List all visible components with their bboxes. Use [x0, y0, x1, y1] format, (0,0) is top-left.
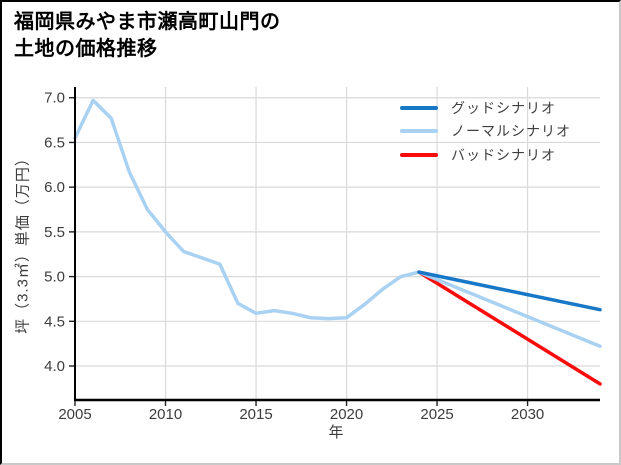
normal-scenario-line	[417, 270, 602, 349]
bad-scenario-line	[417, 270, 602, 386]
x-tick-label: 2025	[420, 406, 453, 423]
chart-title-line-2: 土地の価格推移	[14, 38, 158, 60]
x-axis-label: 年	[328, 424, 344, 441]
normal-scenario-legend-swatch	[400, 129, 438, 134]
x-tick-label: 2020	[330, 406, 363, 423]
x-tick-label: 2015	[239, 406, 272, 423]
bad-scenario-legend-swatch	[400, 152, 438, 157]
chart-title: 福岡県みやま市瀬高町山門の 土地の価格推移	[14, 9, 281, 63]
x-tick-label: 2005	[58, 406, 91, 423]
good-scenario-line	[417, 270, 602, 312]
y-tick-label: 4.0	[44, 358, 65, 375]
good-scenario-legend-swatch	[400, 105, 438, 110]
y-tick-label: 6.5	[44, 134, 65, 151]
normal-scenario-legend-label: ノーマルシナリオ	[451, 123, 571, 140]
price-history-line	[73, 98, 421, 321]
legend-item-good-scenario: グッドシナリオ	[400, 96, 571, 120]
bad-scenario-legend-label: バッドシナリオ	[451, 146, 556, 163]
chart-title-line-1: 福岡県みやま市瀬高町山門の	[14, 11, 281, 33]
y-tick-label: 4.5	[44, 313, 65, 330]
y-tick-label: 5.0	[44, 269, 65, 286]
legend-item-bad-scenario: バッドシナリオ	[400, 143, 571, 167]
legend-item-normal-scenario: ノーマルシナリオ	[400, 120, 571, 144]
x-tick-label: 2010	[149, 406, 182, 423]
good-scenario-legend-label: グッドシナリオ	[451, 99, 556, 116]
x-tick-label: 2030	[511, 406, 544, 423]
y-tick-label: 6.0	[44, 179, 65, 196]
y-tick-label: 5.5	[44, 224, 65, 241]
legend: グッドシナリオ ノーマルシナリオ バッドシナリオ	[400, 96, 571, 167]
y-axis-label: 坪（3.3㎡）単価（万円）	[14, 150, 32, 334]
y-tick-label: 7.0	[44, 90, 65, 107]
